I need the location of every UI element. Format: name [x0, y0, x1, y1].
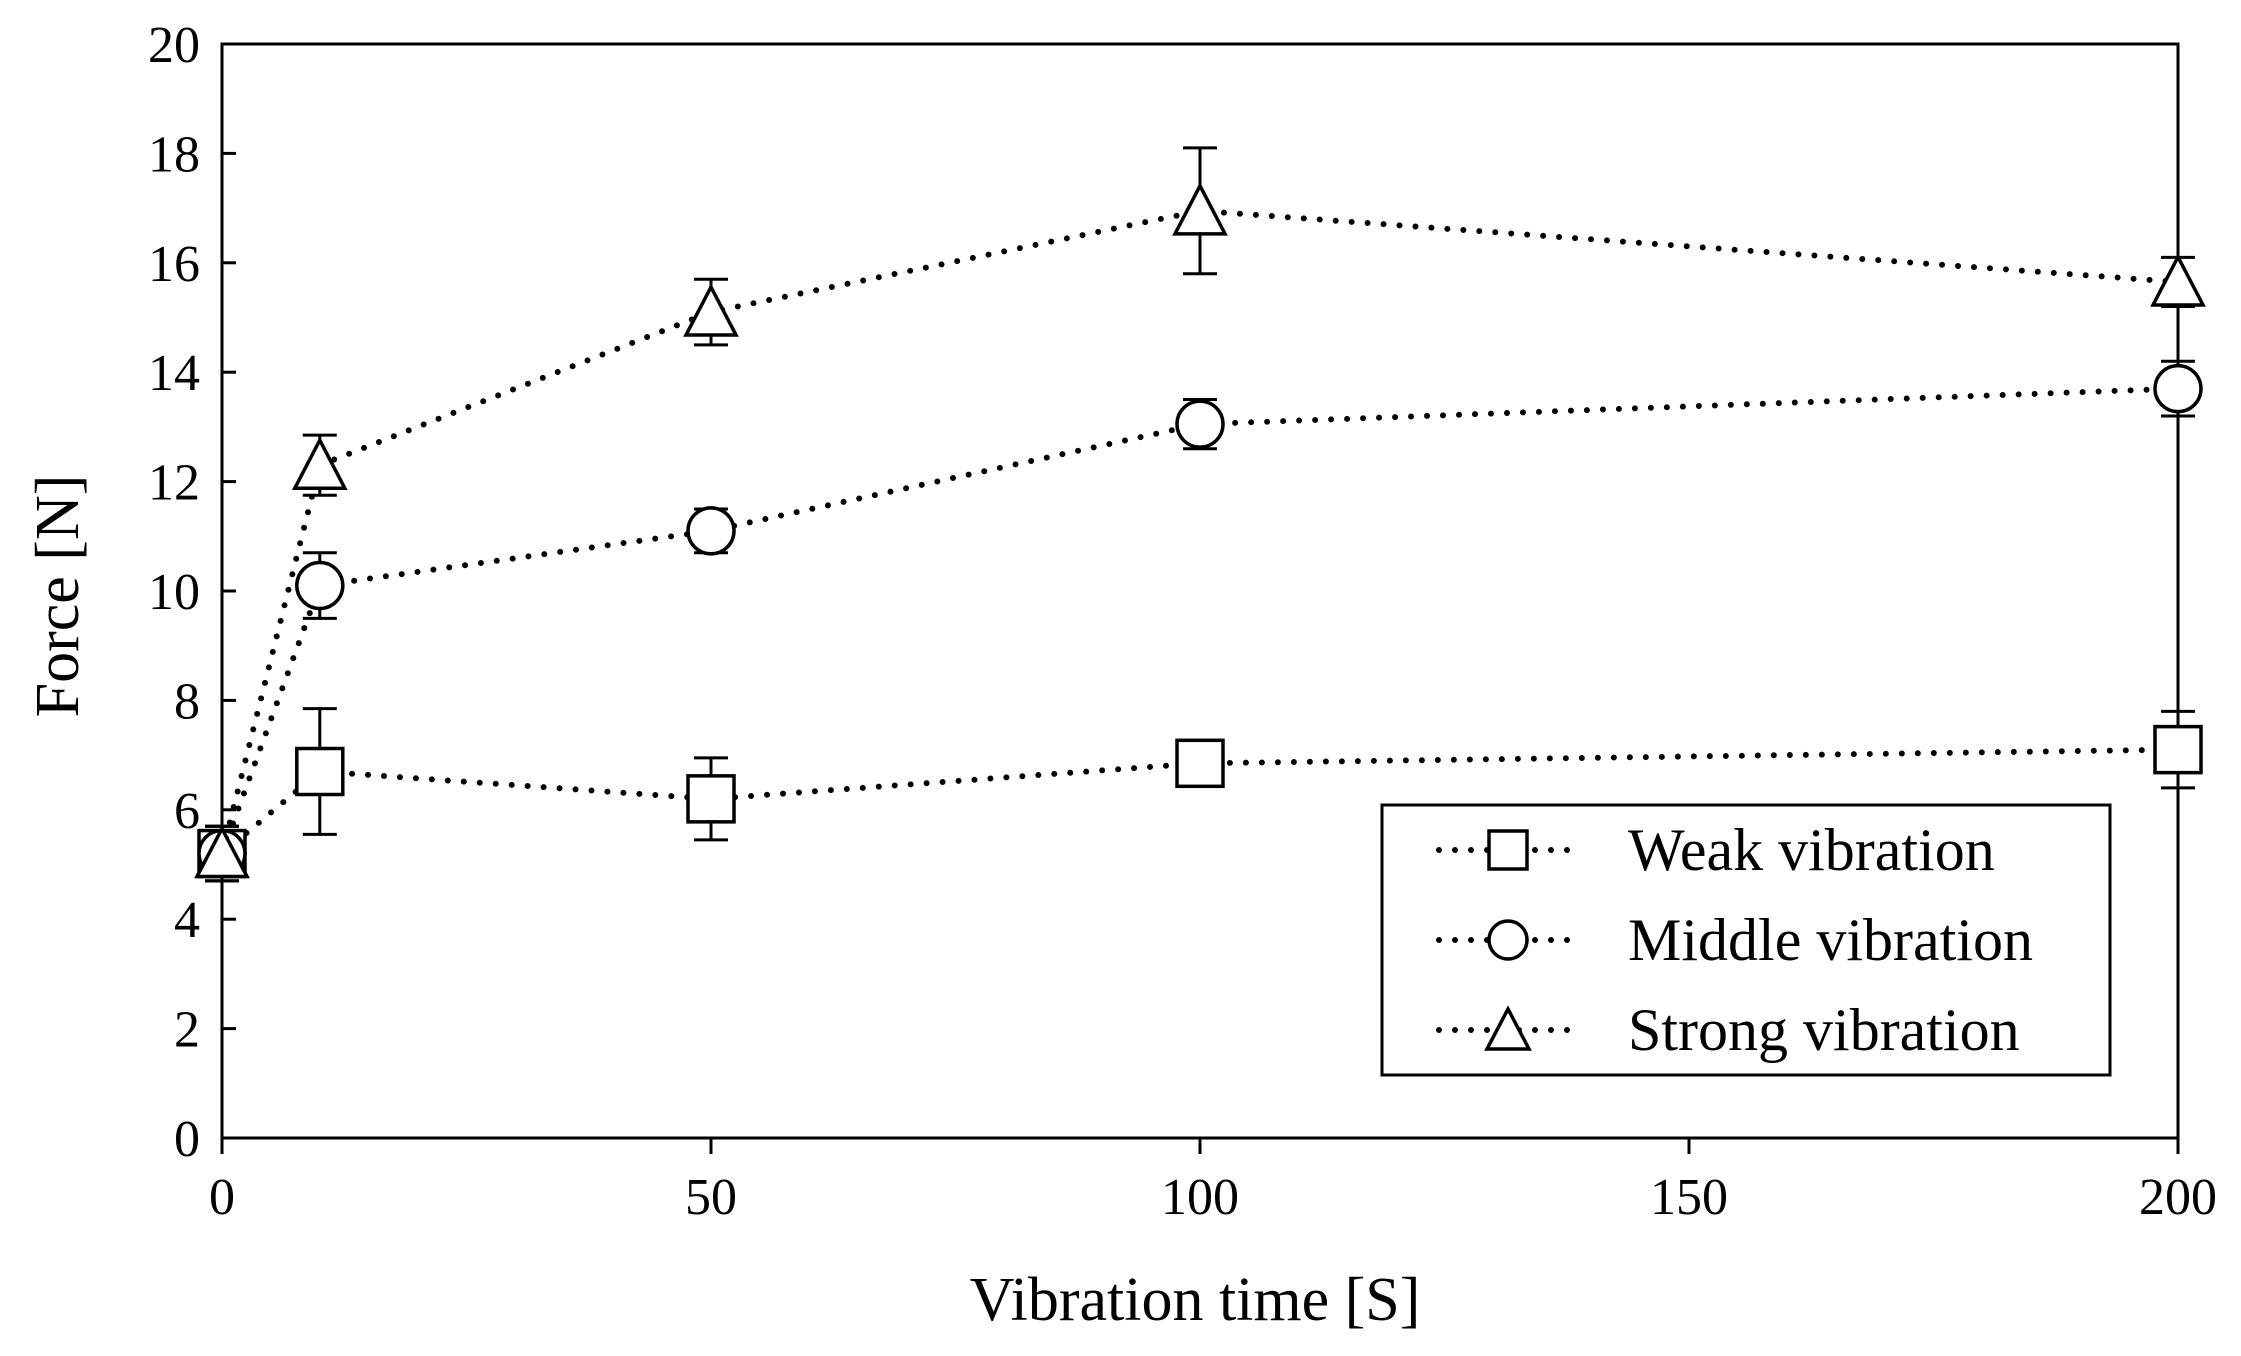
y-tick-label: 18	[148, 126, 200, 183]
series-circle	[197, 359, 2203, 883]
data-point-circle	[1175, 399, 1225, 449]
legend-marker-triangle	[1484, 1005, 1532, 1051]
legend: Weak vibration Middle vibration Strong vib…	[1380, 803, 2112, 1077]
series-group	[194, 146, 2206, 883]
legend-label: Middle vibration	[1628, 907, 2033, 973]
data-point-triangle	[683, 283, 739, 337]
data-point-square	[686, 774, 736, 824]
y-tick-label: 14	[148, 345, 200, 402]
data-point-circle	[686, 506, 736, 556]
y-tick-label: 0	[174, 1111, 200, 1168]
y-tick-label: 12	[148, 455, 200, 512]
y-axis-title: Force [N]	[24, 475, 92, 718]
y-tick-label: 6	[174, 783, 200, 840]
y-tick-label: 16	[148, 236, 200, 293]
x-tick-label: 200	[2139, 1169, 2217, 1226]
legend-item: Weak vibration	[1436, 817, 1995, 883]
data-point-circle	[2153, 363, 2203, 414]
x-tick-label: 100	[1161, 1169, 1239, 1226]
y-tick-label: 4	[174, 892, 200, 949]
series-line-circle	[219, 385, 2181, 857]
data-point-circle	[295, 560, 345, 611]
y-tick-label: 10	[148, 564, 200, 621]
x-tick-label: 150	[1650, 1169, 1728, 1226]
legend-label: Weak vibration	[1628, 817, 1995, 883]
data-point-square	[295, 746, 345, 797]
legend-item: Strong vibration	[1436, 997, 2020, 1063]
y-tick-label: 20	[148, 17, 200, 74]
x-tick-label: 0	[209, 1169, 235, 1226]
data-point-triangle	[2150, 253, 2206, 307]
x-axis-title: Vibration time [S]	[970, 1266, 1421, 1334]
series-triangle	[194, 146, 2206, 883]
data-point-triangle	[1172, 182, 1228, 236]
legend-marker-square	[1487, 829, 1529, 871]
series-line-triangle	[219, 207, 2181, 857]
legend-item: Middle vibration	[1436, 907, 2033, 973]
legend-marker-circle	[1487, 919, 1529, 961]
y-tick-label: 2	[174, 1002, 200, 1059]
y-tick-label: 8	[174, 673, 200, 730]
data-point-triangle	[194, 824, 250, 879]
data-point-triangle	[291, 436, 348, 490]
legend-label: Strong vibration	[1628, 997, 2020, 1063]
x-tick-label: 50	[685, 1169, 737, 1226]
data-point-square	[2153, 724, 2203, 775]
data-point-square	[1175, 738, 1225, 789]
